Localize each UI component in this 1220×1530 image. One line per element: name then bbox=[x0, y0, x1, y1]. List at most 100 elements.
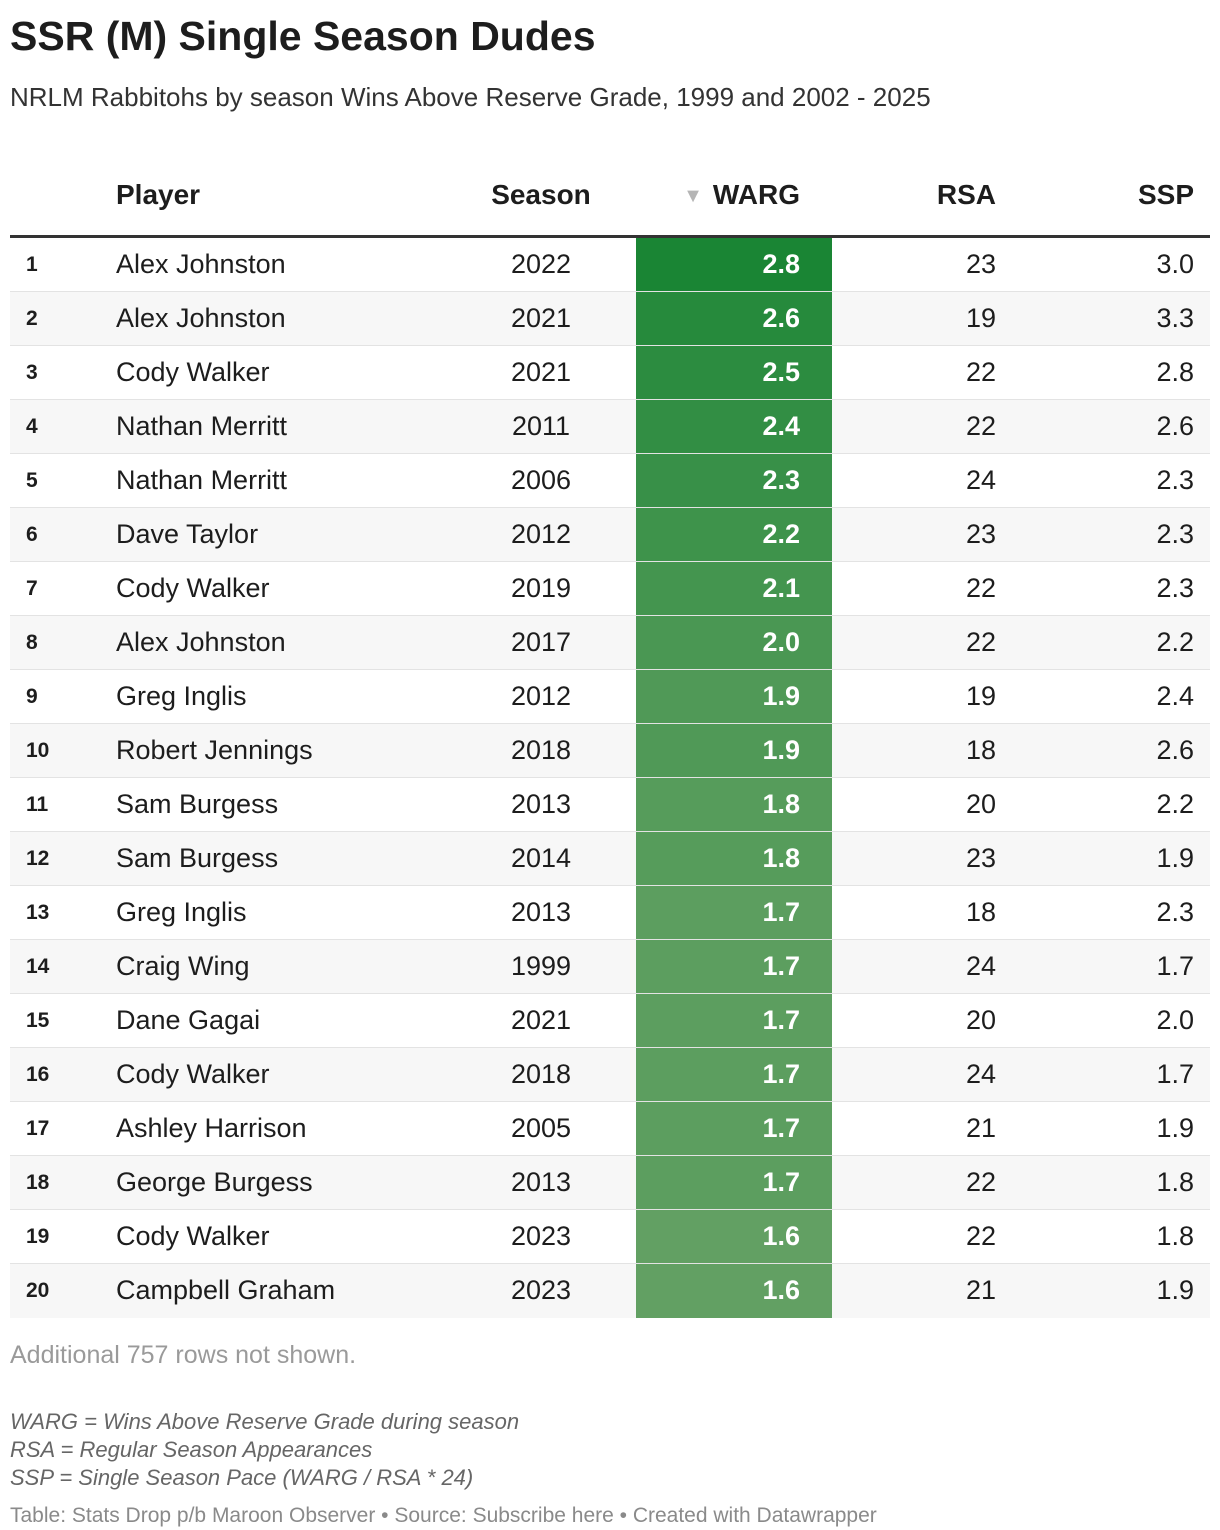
rows-not-shown-note: Additional 757 rows not shown. bbox=[10, 1340, 357, 1369]
cell-warg: 1.7 bbox=[636, 939, 832, 994]
cell-season: 2013 bbox=[446, 1155, 636, 1210]
cell-ssp: 2.2 bbox=[1010, 777, 1210, 832]
cell-season: 2021 bbox=[446, 993, 636, 1048]
cell-ssp: 1.8 bbox=[1010, 1155, 1210, 1210]
cell-season: 2005 bbox=[446, 1101, 636, 1156]
cell-player: Nathan Merritt bbox=[116, 453, 446, 508]
cell-season: 2012 bbox=[446, 507, 636, 562]
cell-rank: 5 bbox=[10, 453, 116, 508]
cell-rsa: 21 bbox=[832, 1101, 1010, 1156]
cell-season: 1999 bbox=[446, 939, 636, 994]
cell-rsa: 21 bbox=[965, 1275, 996, 1306]
table-row: 4 Nathan Merritt 2011 2.4 22 2.6 bbox=[10, 399, 1210, 454]
cell-rank: 15 bbox=[10, 993, 116, 1048]
stats-table: Player Season ▼ WARG RSA SSP 1 Alex Johnst… bbox=[10, 154, 1210, 1318]
cell-player: Nathan Merritt bbox=[116, 399, 446, 454]
column-header-player[interactable]: Player bbox=[116, 154, 446, 238]
cell-rsa: 19 bbox=[832, 669, 1010, 724]
cell-rsa: 24 bbox=[832, 939, 1010, 994]
cell-season: 2023 bbox=[446, 1209, 636, 1264]
chart-subtitle: NRLM Rabbitohs by season Wins Above Rese… bbox=[10, 82, 931, 112]
table-row: 6 Dave Taylor 2012 2.2 23 2.3 bbox=[10, 507, 1210, 562]
cell-warg: 1.7 bbox=[636, 993, 832, 1048]
cell-rank: 3 bbox=[10, 345, 116, 400]
cell-warg: 2.0 bbox=[636, 615, 832, 670]
cell-ssp: 2.4 bbox=[1010, 669, 1210, 724]
cell-rank: 20 bbox=[26, 1278, 50, 1302]
cell-rank: 8 bbox=[10, 615, 116, 670]
cell-rank: 12 bbox=[10, 831, 116, 886]
cell-player: Cody Walker bbox=[116, 1209, 446, 1264]
table-header-row: Player Season ▼ WARG RSA SSP bbox=[10, 154, 1210, 238]
cell-rsa: 23 bbox=[832, 507, 1010, 562]
cell-rsa: 23 bbox=[832, 236, 1010, 292]
cell-rank: 10 bbox=[10, 723, 116, 778]
table-row: 8 Alex Johnston 2017 2.0 22 2.2 bbox=[10, 615, 1210, 670]
cell-rank: 4 bbox=[10, 399, 116, 454]
cell-rsa: 20 bbox=[832, 777, 1010, 832]
table-row: 1 Alex Johnston 2022 2.8 23 3.0 bbox=[10, 236, 1210, 292]
cell-player: Greg Inglis bbox=[116, 669, 446, 724]
column-header-ssp[interactable]: SSP bbox=[1010, 154, 1210, 238]
table-row: 15 Dane Gagai 2021 1.7 20 2.0 bbox=[10, 993, 1210, 1048]
datawrapper-table-chart: SSR (M) Single Season Dudes NRLM Rabbito… bbox=[10, 0, 1210, 1530]
column-header-warg-label: WARG bbox=[712, 178, 800, 210]
cell-rank: 16 bbox=[10, 1047, 116, 1102]
cell-season: 2013 bbox=[446, 777, 636, 832]
cell-warg: 2.3 bbox=[636, 453, 832, 508]
cell-rsa: 20 bbox=[832, 993, 1010, 1048]
table-row: 7 Cody Walker 2019 2.1 22 2.3 bbox=[10, 561, 1210, 616]
cell-rsa: 22 bbox=[832, 345, 1010, 400]
cell-rsa: 19 bbox=[832, 291, 1010, 346]
cell-player: Greg Inglis bbox=[116, 885, 446, 940]
cell-ssp: 2.6 bbox=[1010, 723, 1210, 778]
column-header-rank bbox=[10, 154, 116, 238]
cell-ssp: 3.3 bbox=[1010, 291, 1210, 346]
table-row: 2 Alex Johnston 2021 2.6 19 3.3 bbox=[10, 291, 1210, 346]
cell-warg: 2.5 bbox=[636, 345, 832, 400]
cell-player: Alex Johnston bbox=[116, 615, 446, 670]
column-header-rsa[interactable]: RSA bbox=[832, 154, 1010, 238]
cell-rank: 14 bbox=[10, 939, 116, 994]
cell-player: Alex Johnston bbox=[116, 236, 446, 292]
cell-warg: 1.7 bbox=[636, 1101, 832, 1156]
cell-player: Alex Johnston bbox=[116, 291, 446, 346]
cell-rank: 2 bbox=[10, 291, 116, 346]
cell-ssp: 1.7 bbox=[1010, 1047, 1210, 1102]
cell-season: 2021 bbox=[446, 291, 636, 346]
column-header-warg[interactable]: ▼ WARG bbox=[636, 154, 832, 238]
cell-player: Ashley Harrison bbox=[116, 1101, 446, 1156]
cell-rank: 6 bbox=[10, 507, 116, 562]
cell-rank: 18 bbox=[10, 1155, 116, 1210]
cell-ssp: 1.9 bbox=[1010, 1101, 1210, 1156]
table-row: 18 George Burgess 2013 1.7 22 1.8 bbox=[10, 1155, 1210, 1210]
notes-block: WARG = Wins Above Reserve Grade during s… bbox=[10, 1408, 1210, 1492]
table-row: 9 Greg Inglis 2012 1.9 19 2.4 bbox=[10, 669, 1210, 724]
chart-title: SSR (M) Single Season Dudes bbox=[10, 13, 596, 59]
cell-rsa: 18 bbox=[832, 885, 1010, 940]
table-row: 17 Ashley Harrison 2005 1.7 21 1.9 bbox=[10, 1101, 1210, 1156]
cell-player: Dave Taylor bbox=[116, 507, 446, 562]
cell-warg: 2.6 bbox=[636, 291, 832, 346]
column-header-season[interactable]: Season bbox=[446, 154, 636, 238]
cell-season: 2011 bbox=[446, 399, 636, 454]
cell-rsa: 22 bbox=[832, 1155, 1010, 1210]
cell-warg: 1.9 bbox=[636, 669, 832, 724]
table-row: 3 Cody Walker 2021 2.5 22 2.8 bbox=[10, 345, 1210, 400]
cell-rank: 19 bbox=[10, 1209, 116, 1264]
cell-warg: 2.8 bbox=[636, 236, 832, 292]
table-row: 16 Cody Walker 2018 1.7 24 1.7 bbox=[10, 1047, 1210, 1102]
cell-rsa: 22 bbox=[832, 1209, 1010, 1264]
cell-player: Dane Gagai bbox=[116, 993, 446, 1048]
cell-season: 2018 bbox=[446, 723, 636, 778]
note-warg-definition: WARG = Wins Above Reserve Grade during s… bbox=[10, 1408, 520, 1434]
cell-ssp: 2.6 bbox=[1010, 399, 1210, 454]
table-row: 11 Sam Burgess 2013 1.8 20 2.2 bbox=[10, 777, 1210, 832]
cell-player: Cody Walker bbox=[116, 561, 446, 616]
cell-ssp: 1.9 bbox=[1156, 1275, 1194, 1306]
table-row: 19 Cody Walker 2023 1.6 22 1.8 bbox=[10, 1209, 1210, 1264]
cell-rsa: 24 bbox=[832, 453, 1010, 508]
cell-season: 2017 bbox=[446, 615, 636, 670]
table-row: 14 Craig Wing 1999 1.7 24 1.7 bbox=[10, 939, 1210, 994]
cell-warg: 1.8 bbox=[636, 777, 832, 832]
